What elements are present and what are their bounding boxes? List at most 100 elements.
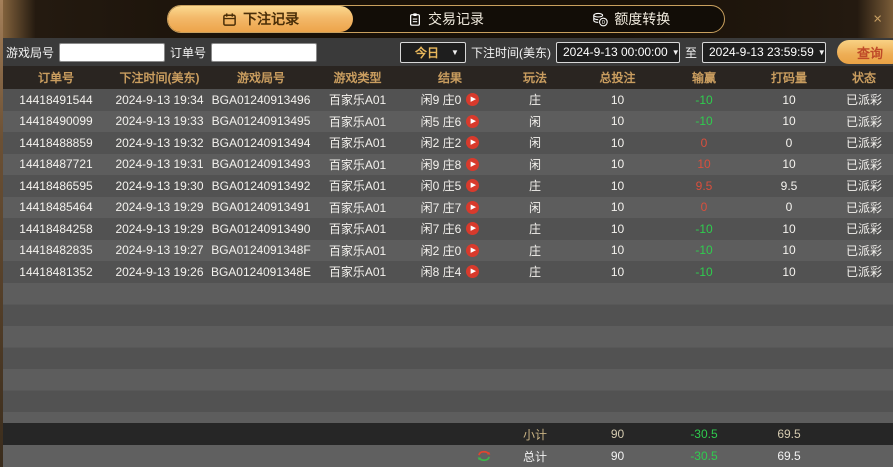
cell-total-bet: 10 xyxy=(610,264,625,279)
play-icon[interactable] xyxy=(466,93,480,107)
cell-game-type: 百家乐A01 xyxy=(328,93,387,108)
order-number-label: 订单号 xyxy=(170,45,207,60)
cell-play: 庄 xyxy=(528,179,541,194)
cell-status: 已派彩 xyxy=(845,136,882,151)
window-left-border xyxy=(0,0,3,467)
cell-round-id: BGA01240913493 xyxy=(211,157,311,172)
cell-game-type: 百家乐A01 xyxy=(328,114,387,129)
cell-order-id: 14418484258 xyxy=(19,221,93,236)
play-icon[interactable] xyxy=(466,157,480,171)
play-icon[interactable] xyxy=(466,114,480,128)
cell-round-id: BGA01240913494 xyxy=(211,135,311,150)
result-text: 闲9 庄0 xyxy=(420,93,462,108)
cell-win-loss: 10 xyxy=(697,157,711,172)
cell-bet-time: 2024-9-13 19:33 xyxy=(115,114,204,129)
close-icon[interactable]: × xyxy=(873,10,882,28)
cell-bet-time: 2024-9-13 19:30 xyxy=(115,178,204,193)
play-icon[interactable] xyxy=(466,243,480,257)
table-row: 14418485464 2024-9-13 19:29 BGA012409134… xyxy=(0,196,893,218)
tab-label: 额度转换 xyxy=(614,11,671,27)
col-win-loss: 输赢 xyxy=(691,71,716,85)
tab-bet-records[interactable]: 下注记录 xyxy=(168,6,354,32)
cell-status: 已派彩 xyxy=(845,222,882,237)
cell-turnover: 10 xyxy=(782,157,796,172)
cell-status: 已派彩 xyxy=(845,265,882,280)
cell-total-bet: 10 xyxy=(610,243,625,258)
cell-game-type: 百家乐A01 xyxy=(328,157,387,172)
cell-order-id: 14418487721 xyxy=(19,157,93,172)
cell-bet-time: 2024-9-13 19:29 xyxy=(115,200,204,215)
cell-bet-time: 2024-9-13 19:34 xyxy=(115,92,204,107)
col-order-id: 订单号 xyxy=(37,71,74,85)
cell-turnover: 10 xyxy=(782,114,796,129)
table-row: 14418487721 2024-9-13 19:31 BGA012409134… xyxy=(0,153,893,175)
start-time-value: 2024-9-13 00:00:00 xyxy=(562,45,668,59)
cell-order-id: 14418486595 xyxy=(19,178,93,193)
cell-result: 闲8 庄4 xyxy=(400,261,500,283)
play-icon[interactable] xyxy=(466,200,480,214)
cell-turnover: 10 xyxy=(782,243,796,258)
game-round-label: 游戏局号 xyxy=(6,45,55,60)
play-icon[interactable] xyxy=(466,179,480,193)
order-number-input[interactable] xyxy=(211,42,318,62)
cell-bet-time: 2024-9-13 19:29 xyxy=(115,221,204,236)
result-text: 闲2 庄2 xyxy=(420,136,462,151)
cell-result: 闲2 庄0 xyxy=(400,240,500,262)
total-total-bet: 90 xyxy=(610,449,625,463)
col-status: 状态 xyxy=(851,71,876,85)
subtotal-label: 小计 xyxy=(522,427,547,442)
col-play: 玩法 xyxy=(522,71,547,85)
total-turnover: 69.5 xyxy=(777,449,801,463)
cell-order-id: 14418491544 xyxy=(19,92,93,107)
cell-result: 闲0 庄5 xyxy=(400,175,500,197)
tab-label: 下注记录 xyxy=(243,11,300,27)
coins-icon: 0 xyxy=(592,12,609,27)
subtotal-total-bet: 90 xyxy=(610,427,625,441)
table-row: 14418486595 2024-9-13 19:30 BGA012409134… xyxy=(0,175,893,197)
end-time-select[interactable]: 2024-9-13 23:59:59 ▼ xyxy=(701,41,826,63)
tab-transaction-records[interactable]: 交易记录 xyxy=(353,6,538,32)
play-icon[interactable] xyxy=(466,222,480,236)
play-icon[interactable] xyxy=(466,265,480,279)
cell-round-id: BGA0124091348F xyxy=(211,243,311,258)
play-icon[interactable] xyxy=(466,136,480,150)
cell-turnover: 10 xyxy=(782,264,796,279)
tab-group: 下注记录 交易记录 xyxy=(167,5,725,33)
end-time-value: 2024-9-13 23:59:59 xyxy=(708,45,814,59)
game-round-input[interactable] xyxy=(59,42,166,62)
col-round-id: 游戏局号 xyxy=(236,71,285,85)
quick-range-select[interactable]: 今日 ▼ xyxy=(399,41,466,63)
table-row: 14418488859 2024-9-13 19:32 BGA012409134… xyxy=(0,132,893,154)
cell-play: 闲 xyxy=(528,114,541,129)
cell-win-loss: 0 xyxy=(700,135,708,150)
cell-result: 闲2 庄2 xyxy=(400,132,500,154)
cell-win-loss: 0 xyxy=(700,200,708,215)
cell-turnover: 9.5 xyxy=(780,178,798,193)
col-result: 结果 xyxy=(437,71,462,85)
tab-label: 交易记录 xyxy=(427,11,484,27)
cell-bet-time: 2024-9-13 19:27 xyxy=(115,243,204,258)
quick-range-value: 今日 xyxy=(415,45,440,60)
table-body: 14418491544 2024-9-13 19:34 BGA012409134… xyxy=(0,89,893,283)
cell-turnover: 0 xyxy=(785,200,793,215)
cell-turnover: 0 xyxy=(785,135,793,150)
cell-bet-time: 2024-9-13 19:31 xyxy=(115,157,204,172)
search-button[interactable]: 查询 xyxy=(836,40,893,64)
svg-text:0: 0 xyxy=(602,20,605,26)
cell-result: 闲7 庄6 xyxy=(400,218,500,240)
cell-round-id: BGA0124091348E xyxy=(210,264,312,279)
tab-credit-transfer[interactable]: 0 额度转换 xyxy=(539,6,724,32)
cell-status: 已派彩 xyxy=(845,200,882,215)
filter-bar: 游戏局号 订单号 今日 ▼ 下注时间(美东) 2024-9-13 00:00:0… xyxy=(0,38,893,66)
total-icon-cell xyxy=(400,445,500,467)
cell-turnover: 10 xyxy=(782,92,796,107)
start-time-select[interactable]: 2024-9-13 00:00:00 ▼ xyxy=(555,41,680,63)
clipboard-icon xyxy=(408,12,422,27)
cell-order-id: 14418481352 xyxy=(19,264,93,279)
cell-result: 闲5 庄6 xyxy=(400,111,500,133)
cell-win-loss: -10 xyxy=(695,264,713,279)
transfer-refresh-icon[interactable] xyxy=(476,449,492,463)
calendar-icon xyxy=(222,12,237,27)
chevron-down-icon: ▼ xyxy=(451,47,459,57)
